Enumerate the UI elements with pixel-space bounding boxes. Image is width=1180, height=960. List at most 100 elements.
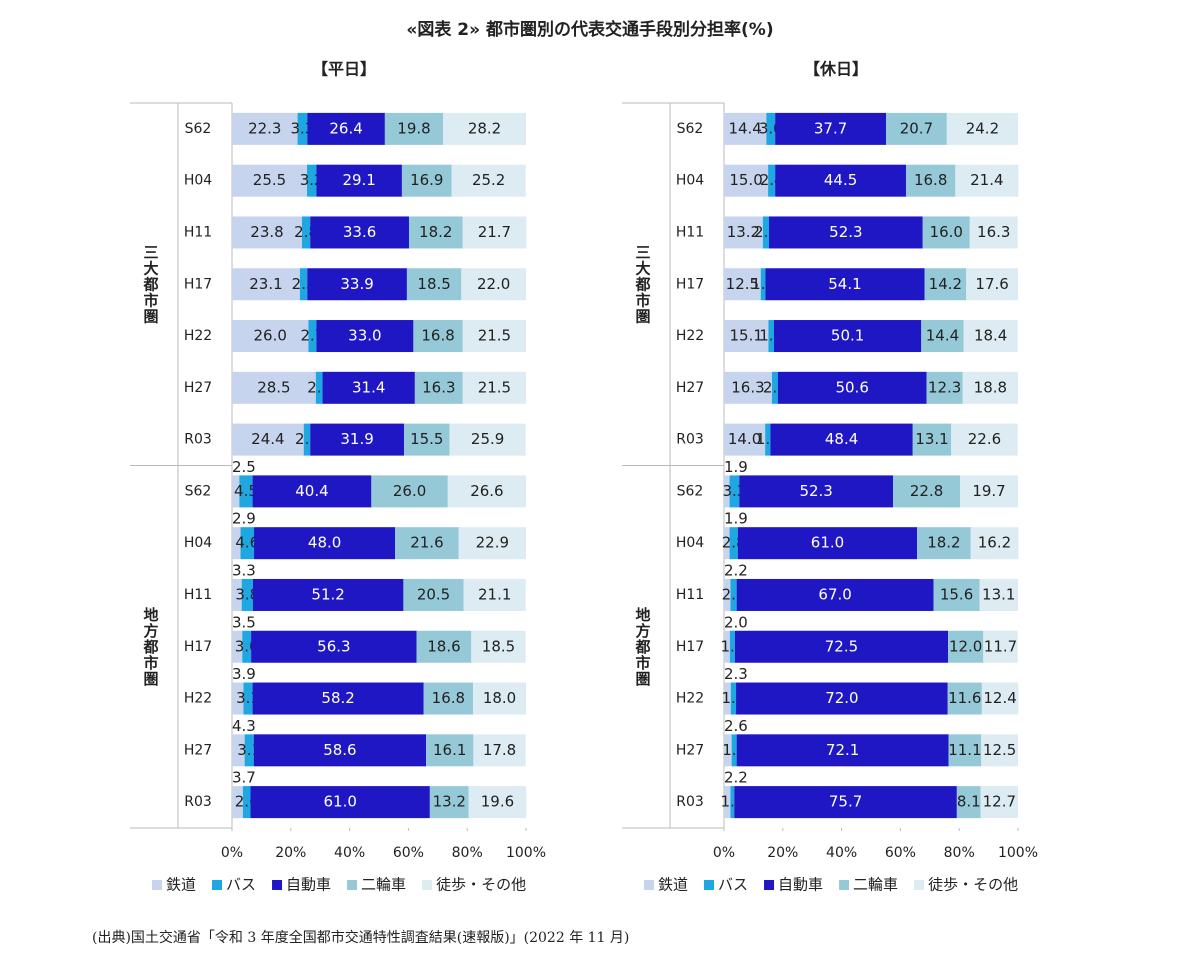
bar-segment <box>970 527 1019 560</box>
bar-segment <box>232 216 302 249</box>
legend-label: バス <box>718 876 748 894</box>
bar-segment <box>981 734 1018 767</box>
data-label: 3.9 <box>232 665 256 683</box>
legend-swatch <box>704 880 715 890</box>
bar-segment <box>730 786 735 819</box>
y-tick-label: S62 <box>677 483 704 499</box>
data-label: 16.1 <box>433 741 466 759</box>
bar-segment <box>447 475 526 508</box>
legend-swatch <box>212 880 223 890</box>
y-tick-label: R03 <box>676 794 704 810</box>
bar-segment <box>947 682 982 715</box>
group-label: 三大都市圏 <box>142 244 160 324</box>
bar-segment <box>736 734 949 767</box>
data-label: 17.8 <box>483 741 516 759</box>
data-label: 11.7 <box>984 637 1017 655</box>
data-label: 18.6 <box>427 637 460 655</box>
x-tick-label: 100% <box>998 845 1038 861</box>
data-label: 16.3 <box>422 378 455 396</box>
data-label: 22.3 <box>248 119 281 137</box>
data-label: 72.1 <box>826 741 859 759</box>
data-label: 26.0 <box>254 327 287 345</box>
data-label: 58.6 <box>323 741 356 759</box>
data-label: 2.6 <box>724 717 748 735</box>
data-label: 26.6 <box>470 482 503 500</box>
bar-segment <box>232 320 309 353</box>
legend-label: 二輪車 <box>853 876 898 894</box>
data-label: 4.6 <box>235 534 259 552</box>
data-label: 3.3 <box>232 561 256 579</box>
data-label: 21.6 <box>410 534 443 552</box>
bar-segment <box>737 527 918 560</box>
legend-swatch <box>914 880 925 890</box>
y-tick-label: R03 <box>184 432 212 448</box>
bar-segment <box>773 320 922 353</box>
y-tick-label: H27 <box>184 742 212 758</box>
bar-segment <box>948 630 984 663</box>
data-label: 2.2 <box>724 769 748 787</box>
bar-segment <box>307 268 407 301</box>
legend-swatch <box>764 880 775 890</box>
bar-segment <box>724 527 730 560</box>
y-tick-label: R03 <box>184 794 212 810</box>
bar-segment <box>963 320 1018 353</box>
legend-label: 徒歩・その他 <box>928 876 1018 894</box>
bar-segment <box>232 527 241 560</box>
bar-segment <box>739 475 894 508</box>
data-label: 24.4 <box>251 430 284 448</box>
data-label: 14.4 <box>926 327 959 345</box>
legend-swatch <box>422 880 433 890</box>
data-label: 2.0 <box>724 613 748 631</box>
y-tick-label: H17 <box>676 639 704 655</box>
data-label: 12.5 <box>983 741 1016 759</box>
bar-segment <box>401 164 452 197</box>
data-label: 25.5 <box>253 171 286 189</box>
source-note: (出典)国土交通省「令和 3 年度全国都市交通特性調査結果(速報版)」(2022… <box>92 929 629 946</box>
bar-segment <box>917 527 971 560</box>
x-tick-label: 80% <box>944 845 975 861</box>
bar-segment <box>232 423 304 456</box>
bar-segment <box>384 112 444 145</box>
data-label: 50.1 <box>831 327 864 345</box>
bar-segment <box>922 216 970 249</box>
bar-segment <box>724 216 763 249</box>
data-label: 33.0 <box>348 327 381 345</box>
bar-segment <box>724 682 731 715</box>
data-label: 12.5 <box>726 275 759 293</box>
bar-segment <box>413 320 463 353</box>
bar-segment <box>724 475 730 508</box>
bar-segment <box>232 578 242 611</box>
bar-segment <box>960 475 1018 508</box>
bar-segment <box>232 112 298 145</box>
bar-segment <box>730 682 737 715</box>
bar-segment <box>297 112 308 145</box>
data-label: 14.0 <box>728 430 761 448</box>
bar-segment <box>423 682 474 715</box>
bar-segment <box>724 578 731 611</box>
group-label: 三大都市圏 <box>634 244 652 324</box>
data-label: 23.1 <box>249 275 282 293</box>
y-tick-label: H27 <box>676 742 704 758</box>
bar-segment <box>462 216 527 249</box>
bar-segment <box>724 786 731 819</box>
legend-label: 自動車 <box>778 876 823 894</box>
x-tick-label: 0% <box>221 845 243 861</box>
bar-segment <box>956 786 981 819</box>
data-label: 50.6 <box>835 378 868 396</box>
bar-segment <box>254 527 396 560</box>
data-label: 33.9 <box>340 275 373 293</box>
data-label: 25.9 <box>471 430 504 448</box>
x-tick-label: 60% <box>393 845 424 861</box>
data-label: 13.1 <box>982 585 1015 603</box>
bar-segment <box>905 164 956 197</box>
bar-segment <box>768 320 774 353</box>
data-label: 18.8 <box>974 378 1007 396</box>
bar-segment <box>408 216 463 249</box>
data-label: 1.9 <box>724 510 748 528</box>
bar-segment <box>252 475 372 508</box>
y-tick-label: H11 <box>676 224 704 240</box>
legend-swatch <box>152 880 162 890</box>
bar-segment <box>242 786 251 819</box>
bar-segment <box>315 371 323 404</box>
bar-segment <box>983 630 1018 663</box>
